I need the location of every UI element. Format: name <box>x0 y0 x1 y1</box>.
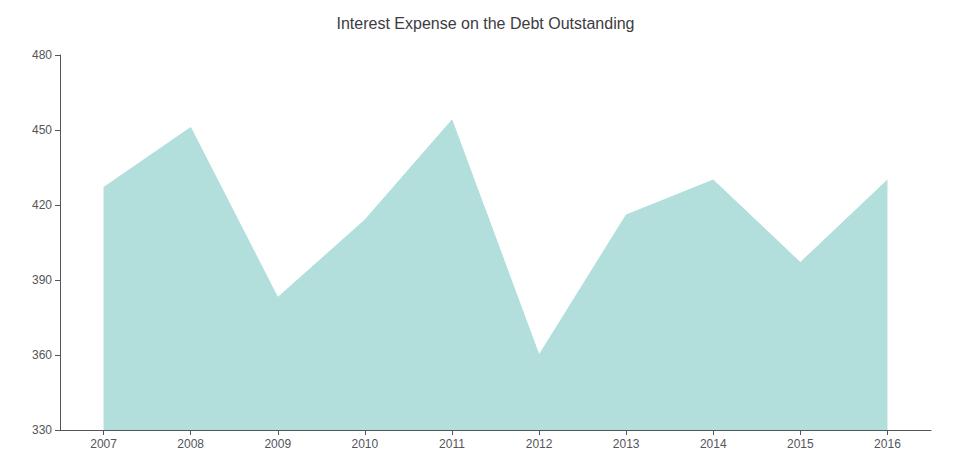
svg-text:2012: 2012 <box>526 437 553 451</box>
svg-text:420: 420 <box>32 198 52 212</box>
svg-text:2008: 2008 <box>177 437 204 451</box>
svg-text:2007: 2007 <box>90 437 117 451</box>
svg-text:330: 330 <box>32 423 52 437</box>
svg-text:2009: 2009 <box>264 437 291 451</box>
svg-text:390: 390 <box>32 273 52 287</box>
svg-text:2013: 2013 <box>613 437 640 451</box>
svg-text:450: 450 <box>32 123 52 137</box>
svg-text:2014: 2014 <box>700 437 727 451</box>
svg-text:2010: 2010 <box>351 437 378 451</box>
svg-text:2016: 2016 <box>874 437 901 451</box>
svg-text:Interest Expense on the Debt O: Interest Expense on the Debt Outstanding <box>337 15 635 32</box>
svg-text:480: 480 <box>32 48 52 62</box>
svg-text:2015: 2015 <box>787 437 814 451</box>
svg-text:2011: 2011 <box>439 437 465 451</box>
svg-text:360: 360 <box>32 348 52 362</box>
